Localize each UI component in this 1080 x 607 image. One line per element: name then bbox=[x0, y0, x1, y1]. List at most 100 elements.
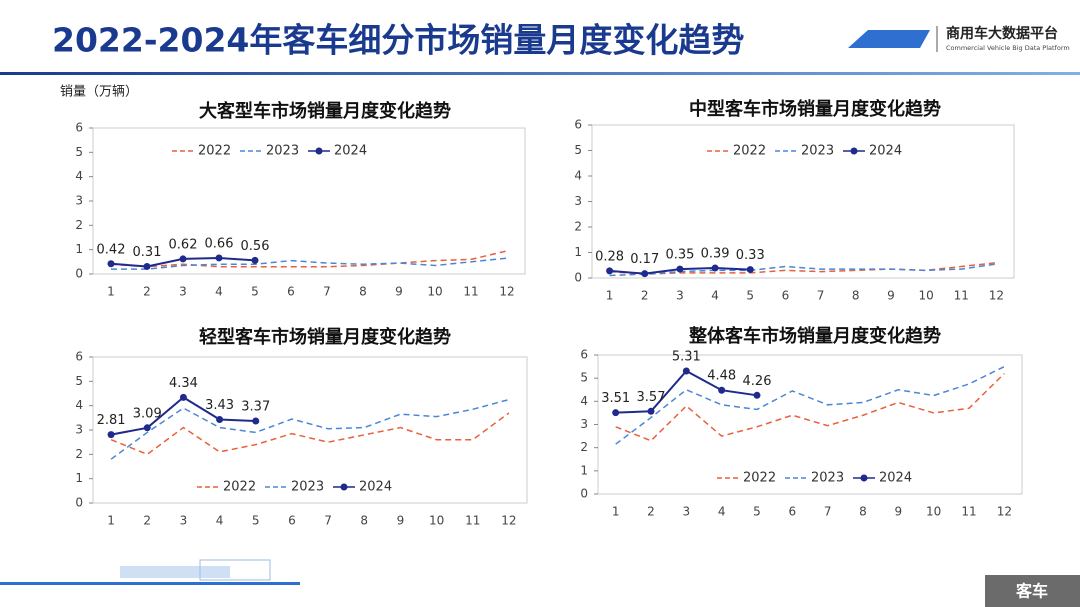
x-tick-label: 1 bbox=[107, 285, 115, 299]
x-tick-label: 8 bbox=[859, 505, 867, 519]
x-tick-label: 7 bbox=[824, 505, 832, 519]
y-tick-label: 5 bbox=[75, 374, 83, 388]
series-line bbox=[110, 398, 510, 460]
chart-title: 轻型客车市场销量月度变化趋势 bbox=[199, 326, 451, 348]
legend-label: 2023 bbox=[811, 471, 844, 486]
x-tick-label: 5 bbox=[252, 514, 260, 528]
x-tick-label: 12 bbox=[499, 285, 514, 299]
x-tick-label: 9 bbox=[395, 285, 403, 299]
chart-title: 整体客车市场销量月度变化趋势 bbox=[688, 325, 941, 347]
data-label: 2.81 bbox=[97, 413, 126, 428]
y-tick-label: 3 bbox=[574, 194, 582, 208]
data-point bbox=[711, 264, 719, 272]
x-tick-label: 2 bbox=[647, 505, 655, 519]
data-label: 0.62 bbox=[169, 237, 198, 252]
data-label: 0.42 bbox=[97, 242, 126, 257]
y-tick-label: 3 bbox=[580, 417, 588, 431]
x-tick-label: 12 bbox=[989, 289, 1004, 303]
y-tick-label: 3 bbox=[75, 194, 83, 208]
data-point bbox=[647, 407, 655, 415]
x-tick-label: 1 bbox=[606, 289, 614, 303]
data-point bbox=[641, 270, 649, 278]
y-tick-label: 6 bbox=[580, 348, 588, 362]
y-tick-label: 1 bbox=[574, 245, 582, 259]
x-tick-label: 8 bbox=[360, 514, 368, 528]
brand-name: 商用车大数据平台 bbox=[946, 25, 1058, 42]
data-point bbox=[753, 391, 761, 399]
data-point bbox=[107, 260, 115, 268]
y-tick-label: 0 bbox=[75, 496, 83, 510]
y-tick-label: 5 bbox=[75, 145, 83, 159]
x-tick-label: 7 bbox=[323, 285, 331, 299]
x-tick-label: 3 bbox=[676, 289, 684, 303]
x-tick-label: 8 bbox=[852, 289, 860, 303]
data-label: 0.66 bbox=[205, 236, 234, 251]
x-tick-label: 11 bbox=[961, 505, 976, 519]
legend-label: 2023 bbox=[266, 144, 299, 159]
x-tick-label: 12 bbox=[501, 514, 516, 528]
footer-decoration bbox=[0, 559, 300, 585]
y-tick-label: 5 bbox=[580, 371, 588, 385]
y-tick-label: 4 bbox=[75, 398, 83, 412]
x-tick-label: 4 bbox=[718, 505, 726, 519]
data-point bbox=[107, 431, 115, 439]
data-point bbox=[676, 265, 684, 273]
footer-label: 客车 bbox=[1016, 582, 1048, 601]
x-tick-label: 3 bbox=[683, 505, 691, 519]
data-label: 0.31 bbox=[133, 245, 162, 260]
data-point bbox=[251, 256, 259, 264]
y-tick-label: 0 bbox=[75, 267, 83, 281]
x-tick-label: 10 bbox=[429, 514, 444, 528]
x-tick-label: 5 bbox=[251, 285, 259, 299]
legend-label: 2024 bbox=[869, 144, 902, 159]
legend-label: 2022 bbox=[743, 471, 776, 486]
series-line bbox=[111, 257, 508, 270]
legend-marker bbox=[860, 474, 868, 482]
chart-title: 中型客车市场销量月度变化趋势 bbox=[689, 98, 941, 120]
data-point bbox=[682, 367, 690, 375]
x-tick-label: 2 bbox=[143, 285, 151, 299]
x-tick-label: 10 bbox=[427, 285, 442, 299]
y-tick-label: 4 bbox=[75, 169, 83, 183]
data-point bbox=[179, 255, 187, 263]
data-point bbox=[143, 424, 151, 432]
data-label: 3.43 bbox=[205, 398, 234, 413]
data-point bbox=[746, 266, 754, 274]
data-label: 3.09 bbox=[133, 406, 162, 421]
x-tick-label: 11 bbox=[465, 514, 480, 528]
legend-label: 2022 bbox=[223, 480, 256, 495]
x-tick-label: 2 bbox=[641, 289, 649, 303]
data-point bbox=[612, 409, 620, 417]
legend-label: 2022 bbox=[733, 144, 766, 159]
footer-box bbox=[985, 575, 1080, 607]
data-label: 4.48 bbox=[707, 369, 736, 384]
data-point bbox=[216, 416, 224, 424]
data-label: 0.39 bbox=[701, 247, 730, 262]
x-tick-label: 11 bbox=[954, 289, 969, 303]
data-point bbox=[606, 267, 614, 275]
y-tick-label: 2 bbox=[574, 220, 582, 234]
x-tick-label: 8 bbox=[359, 285, 367, 299]
title-underline bbox=[0, 72, 1080, 75]
legend-label: 2024 bbox=[879, 471, 912, 486]
series-line bbox=[609, 263, 997, 277]
y-tick-label: 2 bbox=[75, 447, 83, 461]
data-label: 3.57 bbox=[637, 390, 666, 405]
y-tick-label: 1 bbox=[75, 471, 83, 485]
data-label: 0.56 bbox=[241, 239, 270, 254]
data-label: 4.26 bbox=[743, 374, 772, 389]
x-tick-label: 4 bbox=[711, 289, 719, 303]
x-tick-label: 1 bbox=[612, 505, 620, 519]
data-point bbox=[718, 386, 726, 394]
x-tick-label: 3 bbox=[180, 514, 188, 528]
x-tick-label: 4 bbox=[215, 285, 223, 299]
x-tick-label: 6 bbox=[287, 285, 295, 299]
y-tick-label: 2 bbox=[580, 440, 588, 454]
y-tick-label: 0 bbox=[580, 487, 588, 501]
y-tick-label: 2 bbox=[75, 218, 83, 232]
x-tick-label: 1 bbox=[107, 514, 115, 528]
x-tick-label: 9 bbox=[895, 505, 903, 519]
x-tick-label: 12 bbox=[997, 505, 1012, 519]
